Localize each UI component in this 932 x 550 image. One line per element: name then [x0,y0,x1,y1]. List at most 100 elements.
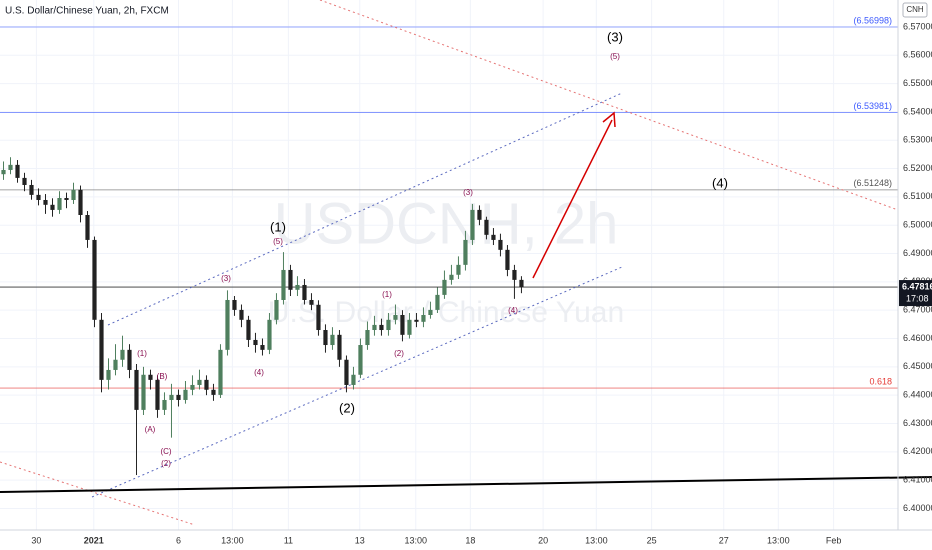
y-tick-label: 6.46000 [903,333,932,343]
last-price-label: 6.47816 [902,281,932,291]
candle-body [407,319,412,335]
candle-body [435,294,440,310]
x-tick-label: 20 [538,535,548,545]
chart-title: U.S. Dollar/Chinese Yuan, 2h, FXCM [5,6,169,17]
arrow [532,119,613,279]
watermark-sub: U.S. Dollar / Chinese Yuan [268,296,624,329]
y-tick-label: 6.55000 [903,78,932,88]
candle-body [29,184,34,195]
x-tick-label: 6 [176,535,181,545]
candle-body [358,345,363,375]
candle-body [176,394,181,400]
candle-body [505,249,510,270]
x-tick-label: 2021 [84,535,104,545]
drawings [0,0,932,526]
candle-body [232,299,237,310]
candle-body [36,194,41,200]
candle-body [372,324,377,331]
countdown: 17:08 [906,293,929,303]
wave-label: (1) [382,290,392,299]
labels: 6.40000 6.41000 6.42000 6.43000 6.44000 6.450… [31,15,932,545]
candle-body [330,334,335,346]
y-tick-label: 6.40000 [903,503,932,513]
candle-body [267,319,272,350]
wave-label: (5) [610,52,620,61]
x-tick-label: 13:00 [767,535,790,545]
candle-body [71,189,76,200]
candle-body [218,349,223,395]
candle-body [197,379,202,385]
candle-body [85,215,90,240]
candle-body [50,204,55,210]
candle-body [512,269,517,280]
wave-label: (4) [712,175,728,190]
y-tick-label: 6.51000 [903,191,932,201]
x-tick-label: Feb [826,535,842,545]
x-tick-label: 13 [355,535,365,545]
y-tick-label: 6.43000 [903,418,932,428]
candle-body [295,284,300,290]
candle-body [386,319,391,331]
candle-body [57,198,62,210]
level-label: (6.53981) [853,101,892,111]
candle-body [414,319,419,322]
candle-body [120,349,125,360]
candle-body [456,264,461,275]
y-tick-label: 6.56000 [903,50,932,60]
channel-line [91,266,623,498]
y-tick-label: 6.54000 [903,106,932,116]
support-line [0,476,932,493]
candle-body [484,219,489,235]
y-tick-label: 6.57000 [903,21,932,31]
candle-body [379,324,384,331]
y-tick-label: 6.44000 [903,390,932,400]
candle-body [253,339,258,346]
candle-body [113,359,118,370]
candle-body [99,319,104,380]
candle-body [519,279,524,288]
y-tick-label: 6.45000 [903,361,932,371]
candle-body [141,374,146,410]
candle-body [92,239,97,320]
arrow-head [602,111,616,128]
candle-body [323,330,328,346]
level-label: (6.56998) [853,15,892,25]
candle-body [211,389,216,395]
y-tick-label: 6.42000 [903,446,932,456]
watermark: USDCNH, 2h [274,191,619,256]
candle-body [288,269,293,290]
level-label: (6.51248) [853,178,892,188]
candle-body [498,239,503,250]
candle-body [344,359,349,385]
candle-body [225,299,230,350]
candle-body [477,209,482,220]
candle-body [351,374,356,385]
candle-body [309,299,314,305]
candle-body [22,177,27,185]
wave-label: (C) [160,447,171,456]
candle-body [78,189,83,216]
y-tick-label: 6.50000 [903,220,932,230]
wave-label: (2) [394,349,404,358]
currency: CNH [906,5,924,14]
candle-body [162,399,167,410]
candle-body [204,379,209,390]
y-tick-label: 6.53000 [903,135,932,145]
candles [1,157,524,476]
candle-body [43,199,48,205]
candle-body [491,234,496,240]
wave-label: (5) [273,237,283,246]
currency-box[interactable] [902,2,928,18]
candle-body [337,334,342,360]
candle-body [442,279,447,295]
candle-body [106,369,111,380]
wave-label: (1) [137,349,147,358]
candle-body [260,345,265,350]
wave-label: (1) [270,219,286,234]
y-tick-label: 6.52000 [903,163,932,173]
candle-body [302,284,307,300]
candle-body [470,209,475,240]
y-tick-label: 6.47000 [903,305,932,315]
